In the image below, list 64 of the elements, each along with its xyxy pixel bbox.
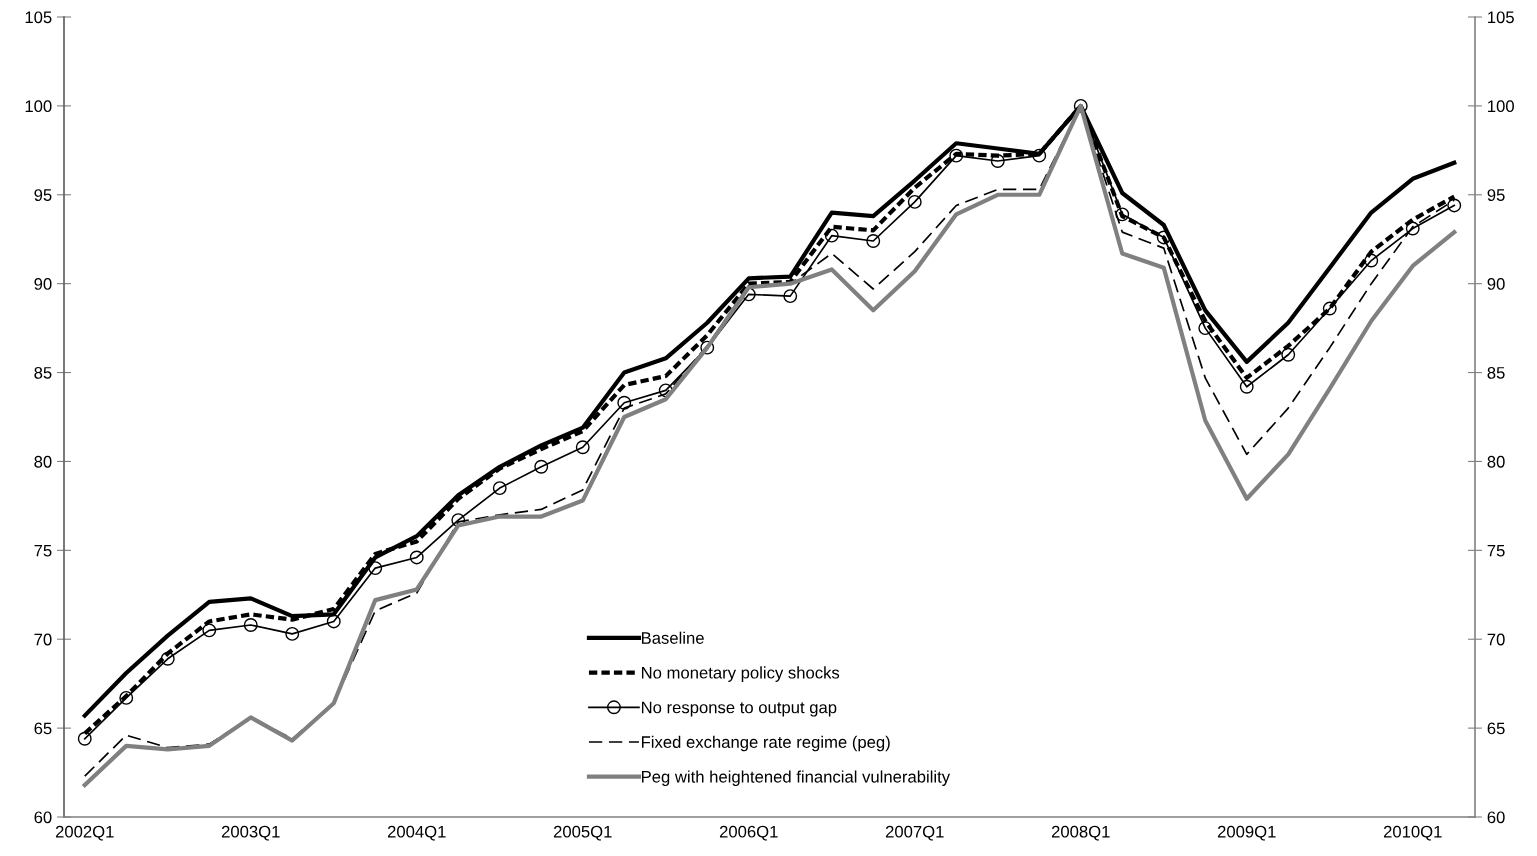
y-tick-label: 60 [34, 811, 52, 824]
point [368, 561, 383, 576]
point [202, 623, 217, 638]
point [907, 194, 922, 209]
y2-tick-label: 65 [1487, 722, 1505, 735]
y-tick-label: 100 [25, 100, 52, 113]
point [1156, 230, 1171, 245]
y2-tick-label: 105 [1488, 11, 1514, 24]
y-tick-label: 65 [34, 722, 52, 735]
point [617, 395, 632, 410]
y-tick-label: 105 [25, 11, 52, 24]
y2-tick-label: 75 [1487, 544, 1505, 557]
y-tick-label: 80 [34, 455, 52, 468]
x-tick-label: 2002Q1 [55, 825, 114, 841]
x-tick-label: 2010Q1 [1383, 825, 1442, 841]
y2-tick-label: 85 [1487, 366, 1505, 379]
x-tick-label: 2009Q1 [1217, 825, 1276, 841]
point [160, 651, 175, 666]
legend-label: Baseline [641, 631, 704, 644]
x-tick-label: 2006Q1 [719, 825, 778, 841]
point [949, 148, 964, 163]
legend-label: Fixed exchange rate regime (peg) [641, 735, 890, 752]
point [492, 481, 507, 496]
point [77, 731, 92, 746]
legend-label: No monetary policy shocks [641, 666, 840, 682]
legend-label: No response to output gap [641, 701, 837, 717]
y2-tick-label: 100 [1488, 100, 1514, 113]
point [1239, 379, 1254, 394]
y2-tick-label: 80 [1487, 455, 1505, 468]
point [1032, 148, 1047, 163]
y-tick-label: 75 [34, 544, 52, 557]
point [783, 289, 798, 304]
point [326, 614, 341, 629]
point [1364, 253, 1379, 268]
y-tick-label: 90 [34, 278, 52, 290]
y2-tick-label: 90 [1487, 278, 1505, 290]
x-tick-label: 2005Q1 [553, 825, 612, 841]
x-tick-label: 2008Q1 [1051, 825, 1110, 841]
point [1447, 198, 1462, 213]
point [119, 690, 134, 705]
y2-tick-label: 60 [1487, 811, 1505, 824]
point [990, 154, 1005, 168]
point [409, 550, 424, 565]
x-tick-label: 2004Q1 [387, 825, 446, 841]
point [866, 234, 881, 248]
y-tick-label: 85 [34, 366, 52, 379]
legend-label: Peg with heightened financial vulnerability [641, 770, 951, 786]
x-tick-label: 2003Q1 [221, 825, 280, 841]
point [1198, 321, 1213, 336]
point [534, 459, 549, 474]
y2-tick-label: 70 [1487, 633, 1505, 646]
x-tick-label: 2007Q1 [885, 825, 944, 841]
y-tick-label: 95 [34, 189, 52, 201]
point [1281, 347, 1296, 362]
y-tick-label: 70 [34, 633, 52, 646]
point [1405, 221, 1420, 236]
point [824, 228, 839, 243]
point [243, 618, 258, 632]
point [285, 626, 300, 641]
point [575, 440, 590, 455]
y2-tick-label: 95 [1487, 189, 1505, 201]
point [1322, 301, 1337, 316]
point [700, 340, 715, 355]
point [1115, 207, 1130, 222]
